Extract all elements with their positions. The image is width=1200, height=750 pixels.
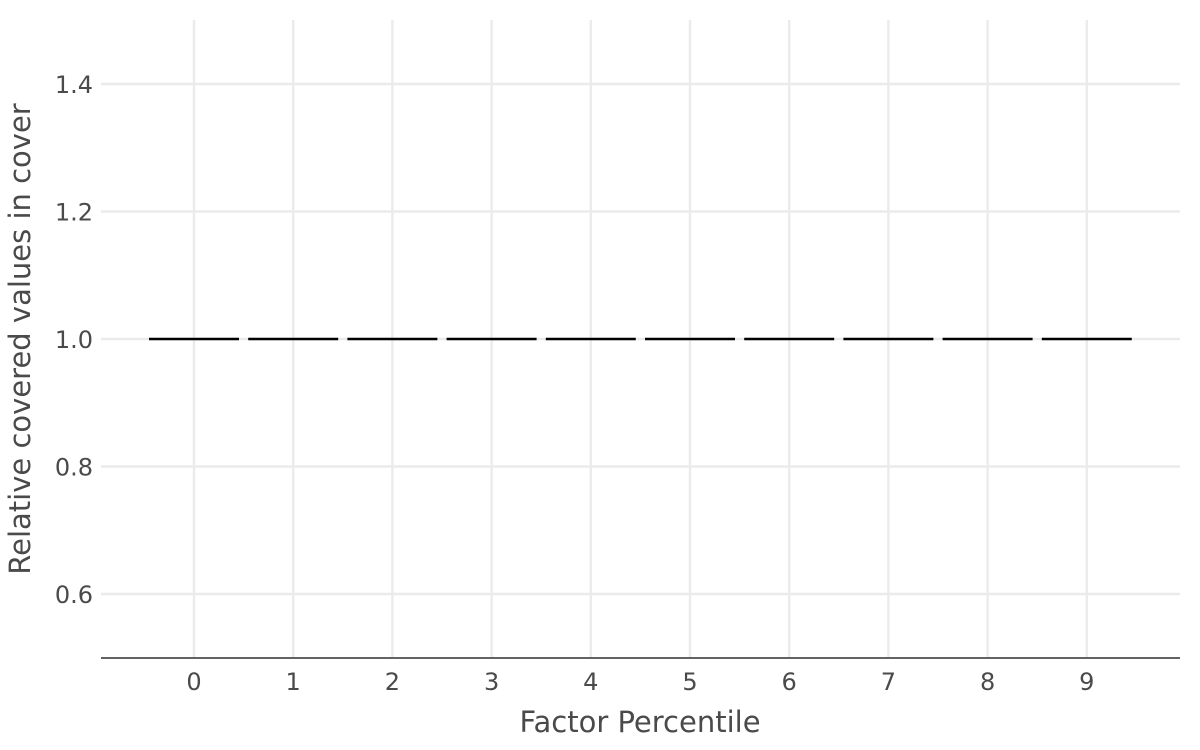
x-tick-label: 8 [980, 668, 995, 696]
x-tick-label: 1 [286, 668, 301, 696]
y-tick-label: 1.2 [55, 199, 93, 227]
x-tick-label: 7 [881, 668, 896, 696]
y-tick-label: 0.6 [55, 581, 93, 609]
x-tick-label: 0 [186, 668, 201, 696]
x-tick-label: 6 [782, 668, 797, 696]
x-tick-label: 9 [1079, 668, 1094, 696]
y-tick-label: 1.4 [55, 71, 93, 99]
x-tick-labels: 0 1 2 3 4 5 6 7 8 9 [186, 668, 1094, 696]
x-axis-title: Factor Percentile [519, 705, 760, 739]
x-tick-label: 3 [484, 668, 499, 696]
y-tick-labels: 0.6 0.8 1.0 1.2 1.4 [55, 71, 93, 609]
x-tick-label: 5 [682, 668, 697, 696]
y-axis-title: Relative covered values in cover [3, 103, 37, 574]
x-tick-label: 2 [385, 668, 400, 696]
y-tick-label: 1.0 [55, 326, 93, 354]
y-tick-label: 0.8 [55, 454, 93, 482]
x-tick-label: 4 [583, 668, 598, 696]
